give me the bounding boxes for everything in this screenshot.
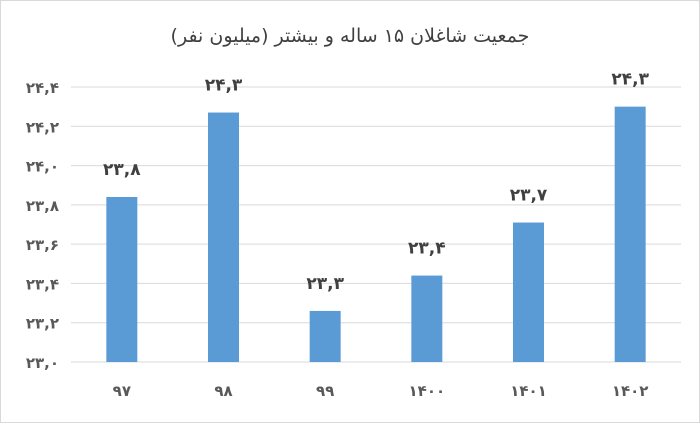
y-tick-label: ۲۳,۰: [26, 354, 59, 372]
x-tick-label: ۱۴۰۰: [409, 382, 446, 400]
y-tick-label: ۲۳,۶: [26, 236, 59, 254]
bar: [309, 310, 341, 362]
y-tick-label: ۲۳,۸: [26, 197, 59, 215]
chart-title: جمعیت شاغلان ۱۵ ساله و بیشتر (میلیون نفر…: [170, 25, 530, 47]
x-tick-label: ۱۴۰۲: [612, 382, 649, 400]
data-label: ۲۳,۸: [103, 160, 141, 180]
x-tick-label: ۹۹: [316, 382, 334, 400]
data-label: ۲۳,۴: [408, 239, 446, 259]
x-tick-label: ۹۸: [214, 382, 232, 400]
y-tick-label: ۲۳,۲: [26, 315, 59, 333]
bar: [411, 275, 443, 362]
bar: [106, 197, 138, 362]
data-label: ۲۴,۳: [205, 76, 243, 96]
y-tick-label: ۲۳,۴: [26, 275, 59, 293]
data-label: ۲۳,۷: [510, 186, 548, 206]
data-label: ۲۳,۳: [306, 274, 344, 294]
bar: [513, 222, 544, 362]
bar: [208, 112, 239, 363]
x-tick-label: ۱۴۰۱: [510, 382, 547, 400]
bar: [614, 106, 646, 363]
y-tick-label: ۲۴,۰: [26, 158, 59, 176]
data-label: ۲۴,۳: [611, 70, 649, 90]
y-tick-label: ۲۴,۲: [26, 118, 59, 136]
x-tick-label: ۹۷: [113, 382, 131, 400]
y-tick-label: ۲۴,۴: [26, 79, 59, 97]
